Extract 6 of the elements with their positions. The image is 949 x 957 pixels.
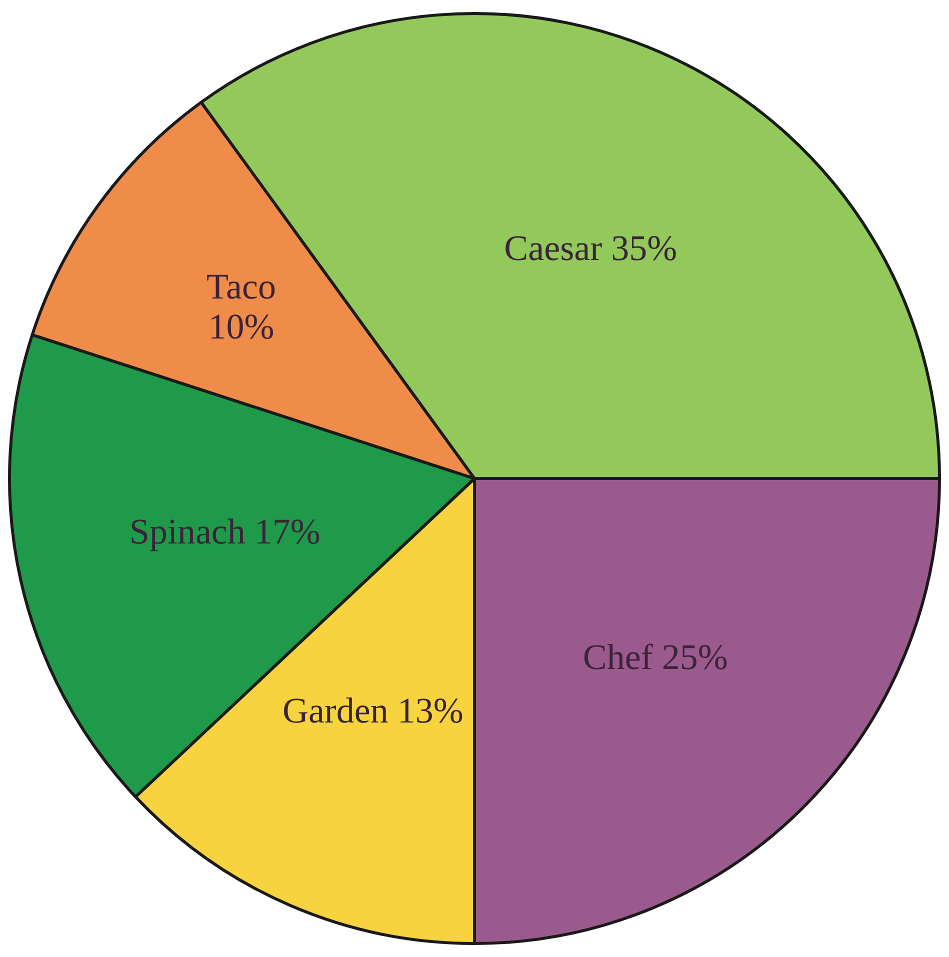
slice-label: Chef 25% <box>582 636 728 677</box>
slice-label: Spinach 17% <box>129 512 320 552</box>
slice-label: Garden 13% <box>282 690 464 731</box>
slice-label: Taco <box>206 266 276 306</box>
slice-label: Caesar 35% <box>504 228 678 268</box>
data-label: 10% <box>208 306 274 346</box>
